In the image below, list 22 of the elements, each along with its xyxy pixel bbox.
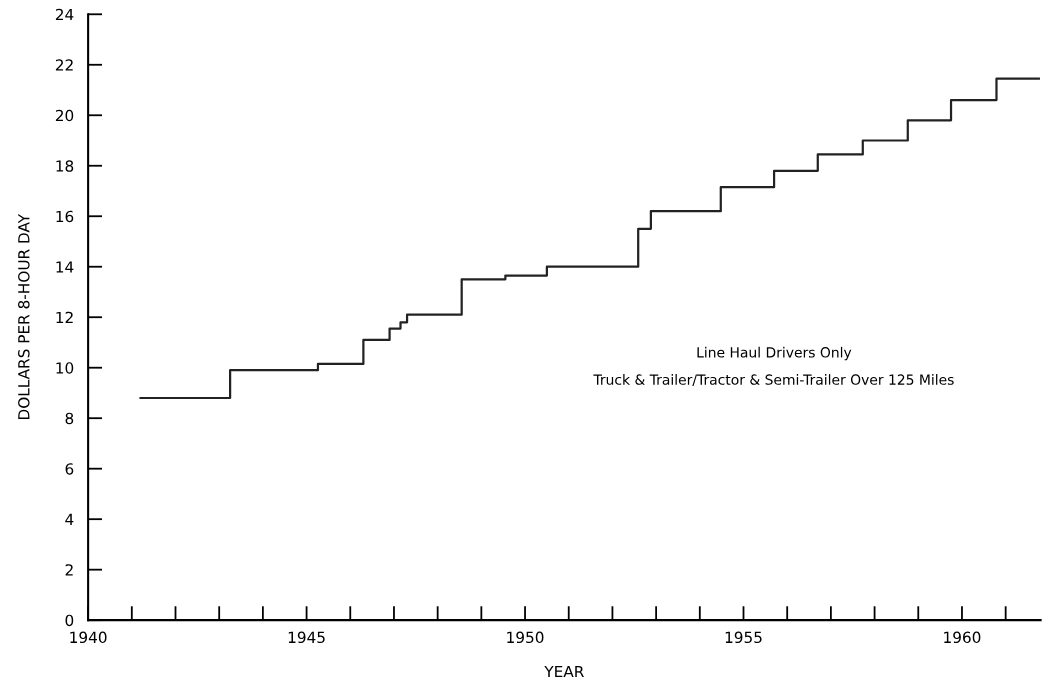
y-tick-label: 8: [65, 412, 74, 425]
annotation: Truck & Trailer/Tractor & Semi-Trailer Over 125 Miles: [593, 374, 954, 386]
y-tick-label: 0: [65, 614, 74, 627]
x-tick-label: 1950: [507, 631, 544, 644]
y-tick-label: 6: [65, 463, 74, 475]
x-tick-label: 1940: [70, 631, 107, 644]
y-tick-label: 20: [55, 109, 74, 122]
y-tick-label: 24: [55, 8, 74, 21]
y-tick-label: 4: [65, 513, 74, 525]
y-tick-label: 12: [56, 311, 73, 324]
x-axis-title: YEAR: [544, 665, 584, 678]
x-tick-label: 1955: [725, 631, 762, 644]
annotation: Line Haul Drivers Only: [697, 346, 852, 361]
y-tick-label: 10: [56, 362, 74, 374]
x-tick-label: 1945: [288, 631, 325, 644]
y-axis-title: DOLLARS PER 8-HOUR DAY: [18, 213, 30, 420]
y-tick-label: 16: [56, 210, 74, 223]
y-tick-label: 22: [55, 59, 73, 71]
y-tick-label: 2: [65, 564, 73, 576]
y-tick-label: 14: [56, 261, 74, 273]
y-tick-label: 18: [56, 160, 74, 172]
x-tick-label: 1960: [944, 631, 981, 644]
